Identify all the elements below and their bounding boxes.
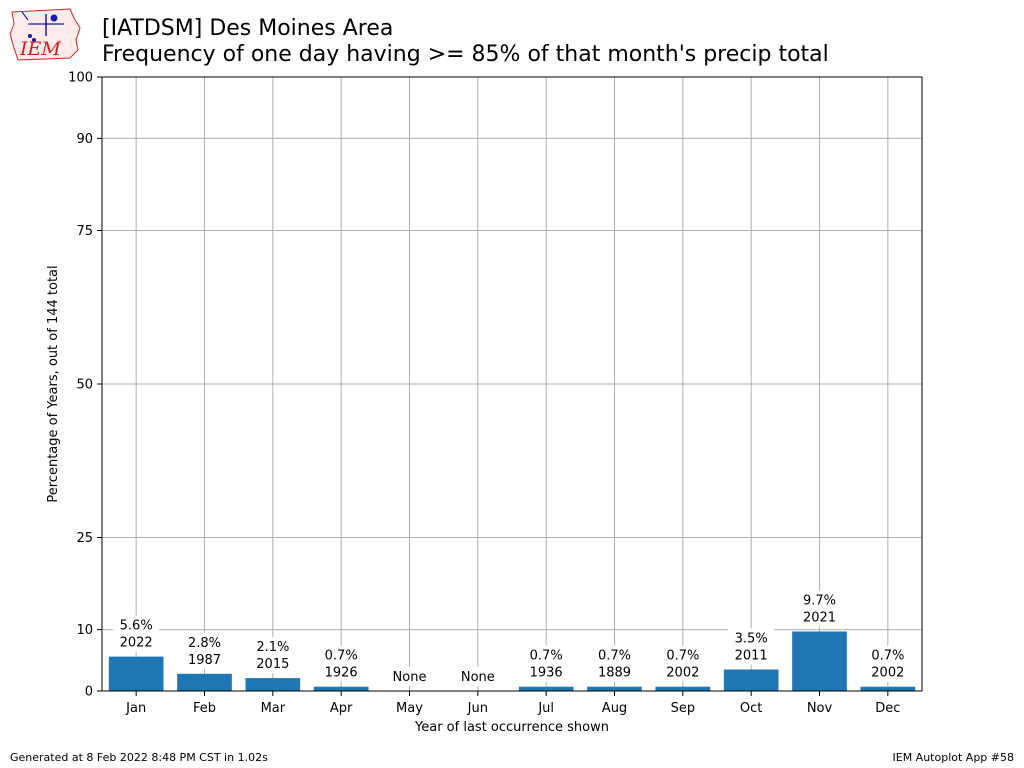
bar-aug	[587, 686, 642, 691]
x-axis: Jan Feb Mar Apr May Jun Jul Aug Sep Oct Nov Dec	[125, 691, 900, 716]
x-tick-label: Aug	[602, 701, 627, 716]
data-label: 1987	[188, 653, 221, 668]
data-label: 3.5%	[735, 632, 768, 647]
x-tick-label: Mar	[261, 701, 286, 716]
y-tick-label: 25	[76, 531, 93, 546]
bar-mar	[245, 678, 301, 691]
data-label: 1889	[598, 666, 631, 681]
y-tick-label: 75	[76, 224, 93, 239]
data-label: 9.7%	[803, 593, 836, 608]
x-tick-label: Jul	[537, 701, 554, 716]
iem-logo: IEM	[9, 8, 81, 61]
data-label-bg	[523, 645, 570, 682]
data-label: 2021	[803, 610, 836, 625]
bar-sep	[655, 686, 711, 691]
data-label: 1936	[530, 666, 563, 681]
data-label: 2011	[735, 649, 768, 664]
chart-title-line1: [IATDSM] Des Moines Area	[102, 16, 394, 41]
bar-jul	[518, 686, 574, 691]
data-label: 2.8%	[188, 636, 221, 651]
y-tick-label: 90	[76, 132, 93, 147]
data-label-bg	[318, 645, 365, 682]
logo-text: IEM	[19, 38, 61, 60]
x-tick-label: Jun	[467, 701, 488, 716]
x-tick-label: Apr	[330, 701, 353, 716]
x-tick-label: Sep	[671, 701, 696, 716]
data-label: None	[393, 670, 427, 685]
data-label: 2015	[256, 657, 289, 672]
bar-jan	[108, 656, 164, 691]
bar-dec	[860, 686, 916, 691]
bar-feb	[177, 673, 232, 691]
data-label-bg	[796, 590, 843, 627]
data-label-bg	[591, 645, 638, 682]
data-label: 0.7%	[666, 649, 699, 664]
x-tick-label: Feb	[193, 701, 216, 716]
x-axis-label: Year of last occurrence shown	[414, 720, 609, 735]
x-tick-label: Nov	[807, 701, 833, 716]
data-label: 0.7%	[325, 649, 358, 664]
weather-station-icon	[21, 11, 64, 42]
data-label: 5.6%	[120, 619, 153, 634]
data-label-bg	[181, 632, 228, 669]
chart-title-line2: Frequency of one day having >= 85% of th…	[102, 42, 829, 67]
data-label: None	[461, 670, 495, 685]
x-tick-label: Dec	[875, 701, 900, 716]
data-label: 0.7%	[530, 649, 563, 664]
data-label: 0.7%	[598, 649, 631, 664]
data-label-bg	[113, 615, 160, 652]
y-tick-label: 10	[76, 623, 93, 638]
bars	[108, 631, 916, 691]
y-tick-label: 100	[68, 71, 93, 86]
bar-nov	[792, 631, 847, 691]
footer-generated-text: Generated at 8 Feb 2022 8:48 PM CST in 1…	[10, 751, 268, 764]
bar-oct	[723, 669, 779, 691]
iowa-state-outline-icon	[9, 8, 81, 61]
y-axis-label: Percentage of Years, out of 144 total	[46, 265, 61, 502]
data-label: 2002	[666, 666, 699, 681]
data-label-bg	[386, 667, 433, 686]
data-label: 2.1%	[256, 640, 289, 655]
data-label: 1926	[325, 666, 358, 681]
data-label: 0.7%	[871, 649, 904, 664]
data-label-bg	[659, 645, 706, 682]
y-axis: 0 10 25 50 75 90 100	[68, 71, 102, 700]
data-label: 2022	[120, 636, 153, 651]
y-tick-label: 50	[76, 378, 93, 393]
x-tick-label: May	[396, 701, 423, 716]
data-label-bg	[454, 667, 501, 686]
x-tick-label: Jan	[125, 701, 146, 716]
footer-app-id: IEM Autoplot App #58	[892, 751, 1015, 764]
x-tick-label: Oct	[740, 701, 762, 716]
bar-apr	[313, 686, 369, 691]
data-labels: 5.6% 2022 2.8% 1987 2.1% 2015 0.7% 1926 None None…	[113, 590, 911, 686]
y-tick-label: 0	[85, 685, 93, 700]
data-label-bg	[864, 645, 911, 682]
data-label-bg	[249, 637, 296, 674]
data-label-bg	[728, 628, 775, 665]
data-label: 2002	[871, 666, 904, 681]
